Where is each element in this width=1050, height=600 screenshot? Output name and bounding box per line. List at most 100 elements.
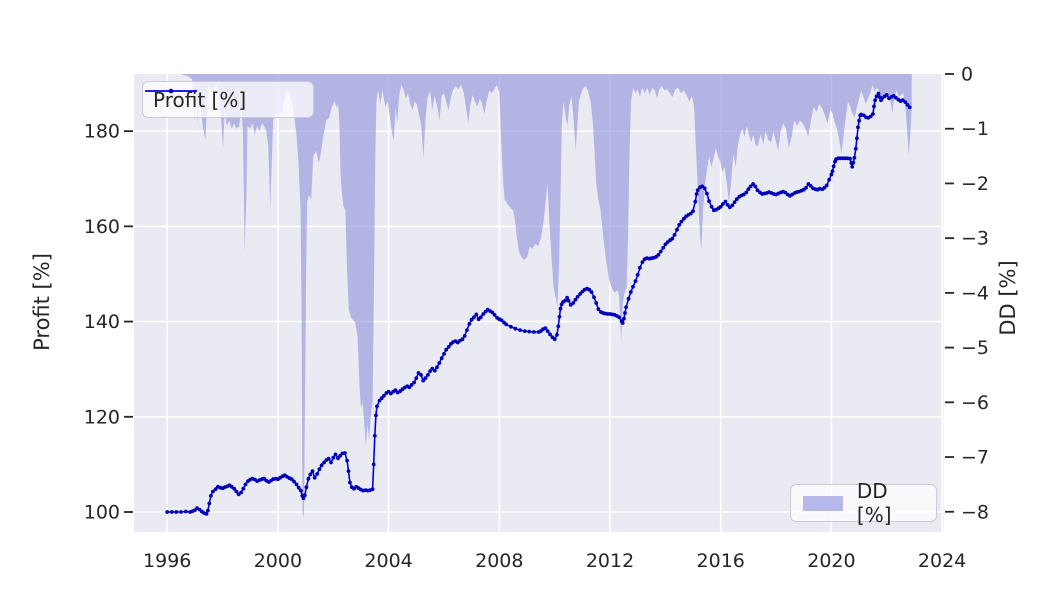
profit-marker	[302, 493, 307, 498]
profit-marker	[301, 496, 306, 501]
profit-marker	[315, 472, 320, 476]
profit-marker	[306, 476, 311, 481]
profit-marker	[522, 329, 527, 333]
profit-marker	[370, 487, 375, 492]
left-tick-label: 100	[84, 502, 120, 524]
profit-marker	[239, 490, 244, 495]
profit-marker	[592, 295, 596, 300]
profit-marker	[884, 93, 889, 97]
profit-marker	[658, 249, 663, 254]
right-tick-label: −4	[961, 282, 989, 304]
profit-marker	[831, 164, 836, 169]
profit-marker	[375, 404, 379, 409]
profit-marker	[292, 479, 296, 484]
right-tick-label: −8	[961, 501, 989, 523]
profit-marker	[589, 290, 594, 294]
profit-marker	[513, 326, 518, 331]
profit-marker	[851, 160, 856, 165]
left-axis-label: Profit [%]	[30, 253, 54, 351]
left-tick-label: 140	[84, 311, 120, 333]
profit-marker	[691, 209, 695, 214]
profit-marker	[548, 332, 552, 337]
right-tick-label: −2	[961, 173, 989, 195]
profit-marker	[853, 146, 858, 151]
profit-marker	[478, 315, 483, 320]
profit-marker	[718, 204, 723, 209]
profit-marker	[444, 347, 449, 352]
profit-marker	[509, 324, 513, 329]
profit-marker	[688, 211, 693, 216]
right-tick-label: 0	[961, 64, 973, 86]
profit-marker	[827, 177, 832, 182]
profit-marker	[289, 477, 294, 482]
x-tick-label: 2020	[807, 550, 855, 572]
x-tick-label: 2024	[918, 550, 966, 572]
profit-marker	[707, 199, 711, 204]
profit-marker	[624, 305, 628, 310]
profit-marker	[460, 337, 465, 342]
profit-marker	[808, 184, 813, 188]
profit-marker	[336, 456, 340, 461]
profit-marker	[638, 265, 642, 270]
profit-marker	[872, 104, 876, 109]
profit-marker	[746, 187, 751, 192]
profit-marker	[469, 317, 474, 322]
profit-marker	[407, 385, 412, 390]
profit-marker	[243, 482, 248, 487]
profit-marker	[635, 273, 640, 277]
profit-marker	[428, 369, 432, 373]
profit-marker	[856, 125, 860, 130]
profit-marker	[850, 164, 855, 169]
profit-marker	[557, 314, 562, 319]
profit-marker	[204, 512, 209, 516]
profit-marker	[705, 191, 709, 196]
profit-marker	[565, 295, 569, 300]
profit-marker	[312, 475, 317, 480]
profit-marker	[594, 301, 599, 305]
profit-marker	[299, 488, 303, 493]
profit-marker	[209, 493, 213, 498]
profit-marker	[234, 489, 239, 494]
profit-marker	[174, 510, 179, 514]
profit-marker	[232, 486, 237, 491]
profit-marker	[382, 393, 386, 398]
profit-marker	[623, 311, 627, 315]
profit-marker	[640, 260, 645, 264]
profit-marker	[744, 190, 749, 195]
x-tick-label: 2008	[475, 550, 523, 572]
profit-marker	[412, 380, 416, 385]
profit-marker	[566, 298, 571, 303]
profit-marker	[578, 292, 582, 296]
profit-marker	[852, 155, 857, 160]
profit-marker	[379, 396, 384, 401]
profit-marker	[423, 376, 428, 381]
right-tick-label: −7	[961, 447, 989, 469]
profit-marker	[848, 156, 852, 161]
profit-marker	[721, 202, 725, 206]
profit-marker	[442, 352, 446, 356]
profit-marker	[571, 301, 576, 305]
profit-marker	[393, 388, 398, 392]
profit-marker	[333, 452, 338, 457]
x-tick-label: 2012	[586, 550, 634, 572]
profit-marker	[874, 94, 879, 99]
profit-marker	[679, 219, 684, 224]
profit-marker	[670, 236, 675, 241]
profit-marker	[462, 334, 467, 338]
profit-line-sample-icon	[145, 88, 197, 94]
profit-marker	[329, 460, 333, 465]
profit-marker	[527, 329, 532, 334]
profit-marker	[558, 306, 563, 311]
profit-marker	[626, 296, 631, 301]
profit-marker	[873, 98, 877, 103]
profit-marker	[617, 315, 621, 320]
profit-marker	[374, 413, 378, 418]
profit-marker	[504, 322, 509, 327]
profit-marker	[693, 199, 698, 204]
profit-marker	[492, 313, 497, 317]
profit-marker	[573, 297, 578, 302]
profit-marker	[490, 310, 495, 315]
profit-marker	[435, 365, 439, 370]
profit-marker	[620, 321, 625, 325]
profit-marker	[622, 316, 626, 321]
